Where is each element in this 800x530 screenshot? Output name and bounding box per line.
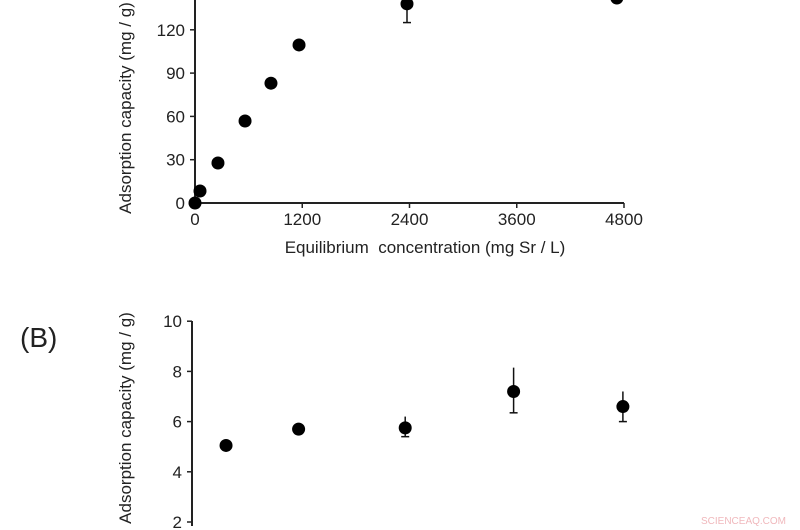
- y-tick-label: 120: [157, 21, 185, 40]
- y-tick-label: 6: [173, 413, 182, 432]
- x-tick-label: 4800: [605, 210, 643, 229]
- data-point: [610, 0, 624, 5]
- x-tick-label: 2400: [391, 210, 429, 229]
- panel-b-label: (B): [20, 322, 57, 353]
- y-tick-label: 10: [163, 312, 182, 331]
- data-point: [398, 421, 412, 435]
- x-tick-label: 0: [190, 210, 199, 229]
- data-point: [238, 114, 252, 128]
- data-point: [211, 156, 225, 170]
- y-tick-label: 90: [166, 64, 185, 83]
- panel-a-x-axis-label: Equilibrium concentration (mg Sr / L): [285, 238, 566, 257]
- y-tick-label: 8: [173, 362, 182, 381]
- panel-b-y-axis-label: Adsorption capacity (mg / g): [116, 312, 135, 524]
- data-point: [264, 76, 278, 90]
- data-point: [507, 384, 521, 398]
- data-point: [188, 196, 202, 210]
- y-tick-label: 2: [173, 513, 182, 530]
- y-tick-label: 60: [166, 107, 185, 126]
- data-point: [292, 38, 306, 52]
- panel-b-chart: (B) Adsorption capacity (mg / g) 2 4 6 8 10: [20, 312, 630, 530]
- data-point: [219, 438, 233, 452]
- x-tick-label: 3600: [498, 210, 536, 229]
- data-point: [292, 422, 306, 436]
- data-point: [193, 184, 207, 198]
- y-tick-label: 0: [176, 194, 185, 213]
- data-point: [400, 0, 414, 11]
- panel-a-y-axis-label: Adsorption capacity (mg / g): [116, 2, 135, 214]
- x-tick-label: 1200: [283, 210, 321, 229]
- y-tick-label: 30: [166, 151, 185, 170]
- watermark: SCIENCEAQ.COM: [701, 516, 786, 527]
- y-tick-label: 4: [173, 463, 182, 482]
- data-point: [616, 400, 630, 414]
- panel-a-chart: Adsorption capacity (mg / g) Equilibrium…: [116, 0, 643, 257]
